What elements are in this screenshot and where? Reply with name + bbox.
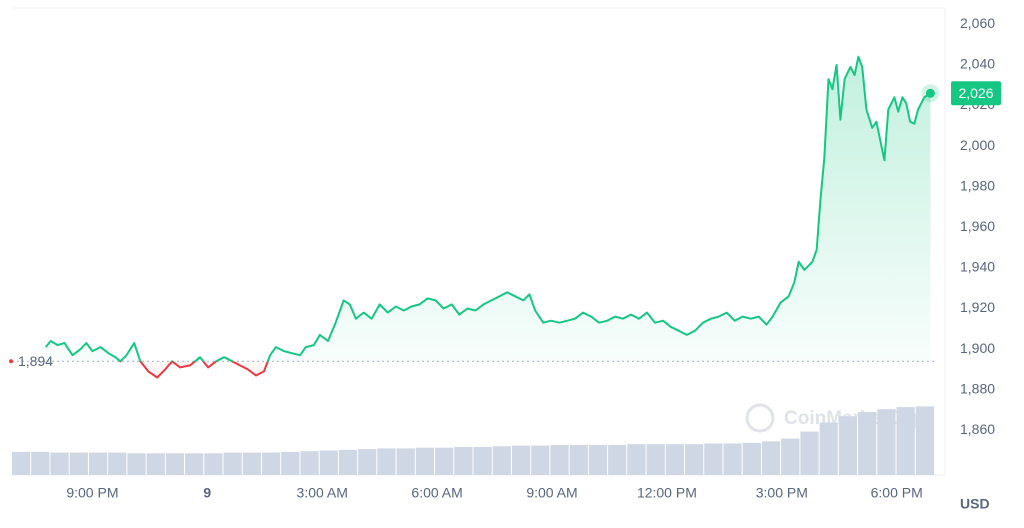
volume-bar: [127, 453, 146, 475]
volume-bar: [723, 443, 742, 475]
volume-bar: [569, 444, 588, 475]
volume-bar: [858, 412, 877, 475]
y-tick-label: 1,900: [960, 340, 995, 356]
x-tick-label: 6:00 PM: [871, 485, 923, 501]
volume-bar: [88, 452, 108, 475]
volume-bar: [685, 444, 704, 475]
volume-bar: [819, 422, 838, 475]
volume-bar: [838, 416, 858, 475]
volume-bar: [511, 445, 531, 475]
volume-bar: [300, 451, 319, 475]
x-tick-label: 6:00 AM: [411, 485, 462, 501]
x-tick-label: 9:00 AM: [526, 485, 577, 501]
volume-bar: [165, 453, 185, 475]
baseline-dot: [9, 359, 13, 364]
volume-bar: [531, 445, 550, 475]
volume-bar: [800, 431, 819, 475]
y-tick-label: 1,860: [960, 421, 995, 437]
x-tick-label: 3:00 PM: [756, 485, 808, 501]
volume-bar: [108, 452, 127, 475]
volume-bar: [877, 409, 896, 475]
volume-bar: [377, 448, 396, 475]
volume-bar: [223, 452, 242, 475]
volume-bar: [550, 444, 569, 475]
volume-bar: [608, 444, 627, 475]
y-tick-label: 1,920: [960, 299, 995, 315]
watermark-logo: [745, 403, 775, 433]
volume-bar: [781, 438, 800, 475]
y-tick-label: 1,880: [960, 380, 995, 396]
volume-bar: [646, 444, 665, 475]
volume-bar: [338, 449, 358, 475]
volume-bar: [281, 451, 300, 475]
current-price-box: [951, 81, 1001, 106]
volume-bar: [50, 452, 69, 475]
volume-bar: [492, 446, 511, 475]
volume-bar: [415, 447, 435, 475]
volume-bar: [358, 449, 377, 475]
volume-bar: [242, 452, 261, 475]
volume-bar: [473, 447, 492, 475]
baseline-label: 1,894: [18, 353, 53, 369]
volume-bar: [204, 453, 223, 475]
volume-bar: [915, 406, 934, 475]
volume-bar: [31, 451, 50, 475]
volume-bar: [261, 452, 281, 475]
volume-bar: [435, 447, 454, 475]
volume-bar: [761, 441, 781, 475]
volume-bar: [69, 452, 88, 475]
volume-bar: [12, 451, 31, 475]
current-point: [925, 88, 935, 98]
y-tick-label: 1,940: [960, 259, 995, 275]
volume-bar: [185, 453, 204, 475]
volume-bar: [665, 444, 685, 475]
y-tick-label: 1,960: [960, 218, 995, 234]
current-price-label: 2,026: [958, 85, 993, 101]
y-tick-label: 2,060: [960, 15, 995, 31]
volume-bar: [704, 443, 723, 475]
price-area: [45, 56, 931, 378]
volume-bar: [896, 407, 915, 475]
volume-bar: [588, 444, 608, 475]
price-line: [44, 55, 931, 379]
y-tick-label: 2,000: [960, 137, 995, 153]
volume-bar: [396, 448, 415, 475]
x-tick-label: 9:00 PM: [66, 485, 118, 501]
volume-bar: [454, 447, 473, 475]
currency-label: USD: [960, 496, 990, 512]
y-tick-label: 1,980: [960, 177, 995, 193]
x-tick-label: 12:00 PM: [637, 485, 697, 501]
x-tick-label: 3:00 AM: [297, 485, 348, 501]
volume-bar: [319, 450, 338, 475]
volume-bar: [146, 453, 165, 475]
y-tick-label: 2,040: [960, 56, 995, 72]
x-tick-label: 9: [203, 485, 211, 501]
volume-bar: [627, 444, 646, 475]
volume-bar: [742, 442, 761, 475]
